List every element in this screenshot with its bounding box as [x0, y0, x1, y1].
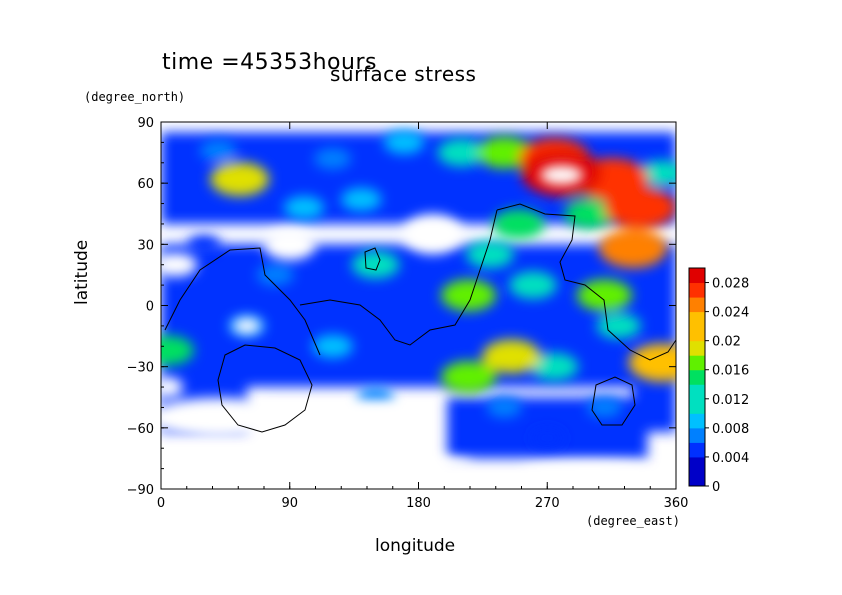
stress-blob-10 — [383, 130, 425, 155]
stress-blob-0 — [530, 428, 564, 448]
x-axis-unit-label: (degree_east) — [586, 514, 680, 528]
colorbar-tick-label: 0.012 — [712, 393, 749, 408]
coastline-layer — [164, 203, 676, 433]
colorbar-swatch — [689, 471, 705, 487]
field-band-1 — [161, 244, 676, 388]
y-tick-label: −90 — [127, 483, 154, 498]
colorbar-tick-label: 0.024 — [712, 306, 749, 321]
colorbar-swatch — [689, 369, 705, 385]
time-label: time =45353hours — [162, 50, 377, 75]
x-tick-label: 270 — [535, 496, 560, 511]
chart-title: surface stress — [330, 62, 477, 86]
stress-blob-12 — [283, 195, 325, 220]
calm-region-1 — [263, 228, 316, 261]
stress-blob-29 — [482, 339, 541, 374]
colorbar-swatch — [689, 384, 705, 400]
stress-blob-22 — [492, 209, 545, 239]
colorbar-tick-label: 0 — [712, 480, 720, 495]
y-tick-label: 60 — [137, 177, 154, 192]
calm-region-2 — [402, 214, 463, 255]
coastline-africa — [164, 247, 321, 356]
stress-blob-17 — [509, 271, 557, 299]
stress-blob-4 — [486, 397, 522, 418]
x-axis-ticks: 0 90 180 270 360 — [157, 122, 689, 511]
y-tick-label: −60 — [127, 422, 154, 437]
stress-blob-18 — [466, 240, 514, 269]
stress-blob-16 — [437, 138, 486, 167]
stress-blob-13 — [312, 334, 353, 358]
colorbar-tick-label: 0.028 — [712, 277, 749, 292]
colorbar-swatch — [689, 413, 705, 429]
stress-blob-19 — [530, 352, 579, 381]
colorbar-swatch — [689, 326, 705, 342]
stress-blob-31 — [599, 228, 668, 268]
colorbar-tick-label: 0.004 — [712, 451, 749, 466]
colorbar-swatch — [689, 340, 705, 356]
coastline-south-america — [299, 209, 498, 346]
coastline-small-island — [364, 247, 381, 271]
y-tick-label: −30 — [127, 361, 154, 376]
x-axis-label: longitude — [375, 536, 456, 556]
colorbar-tick-label: 0.016 — [712, 364, 749, 379]
stress-blob-30 — [628, 343, 676, 382]
stress-blob-11 — [340, 187, 382, 212]
calm-region-6 — [520, 462, 661, 483]
calm-region-9 — [232, 317, 261, 334]
colorbar-frame — [688, 267, 706, 487]
coastline-antarctic-loop — [217, 344, 313, 433]
y-tick-label: 30 — [137, 238, 154, 253]
x-tick-label: 180 — [406, 496, 431, 511]
stress-blob-14 — [639, 160, 676, 186]
stress-blob-27 — [441, 360, 497, 393]
coastline-americas — [496, 203, 676, 361]
stress-blob-26 — [441, 279, 497, 312]
colorbar: 0 0.004 0.008 0.012 0.016 0.02 0.024 0.028 — [688, 267, 749, 495]
y-axis-ticks: −90 −60 −30 0 30 60 90 — [127, 116, 676, 498]
colorbar-swatch — [689, 355, 705, 371]
stress-blob-8 — [256, 264, 294, 286]
y-tick-label: 90 — [137, 116, 154, 131]
calm-region-3 — [161, 397, 289, 438]
calm-region-0 — [539, 165, 584, 186]
stress-blob-7 — [199, 139, 237, 162]
coastline-island-loop — [591, 376, 636, 426]
calm-region-5 — [192, 452, 473, 477]
calm-region-7 — [161, 252, 198, 277]
stress-blob-21 — [564, 198, 616, 229]
stress-blob-5 — [586, 397, 623, 418]
calm-region-8 — [161, 377, 184, 398]
stress-blob-1 — [187, 234, 221, 254]
colorbar-swatch — [689, 297, 705, 313]
colorbar-swatch — [689, 427, 705, 443]
colorbar-swatch — [689, 311, 705, 327]
colorbar-tick-label: 0.02 — [712, 335, 741, 350]
colorbar-swatch — [689, 398, 705, 414]
x-tick-label: 90 — [281, 496, 298, 511]
x-tick-label: 360 — [664, 496, 689, 511]
colorbar-swatch — [689, 268, 705, 284]
colorbar-swatch — [689, 442, 705, 458]
y-tick-label: 0 — [146, 300, 154, 315]
stress-blob-24 — [576, 279, 633, 312]
stress-blob-23 — [161, 335, 194, 366]
colorbar-tick-label: 0.008 — [712, 422, 749, 437]
stress-blob-25 — [476, 136, 532, 169]
colorbar-swatch — [689, 282, 705, 298]
stress-blob-15 — [596, 313, 641, 339]
colorbar-swatch — [689, 456, 705, 472]
calm-region-4 — [325, 399, 426, 456]
x-tick-label: 0 — [157, 496, 165, 511]
stress-blob-28 — [210, 162, 270, 197]
contour-field — [161, 130, 676, 483]
stress-blob-20 — [351, 250, 400, 279]
stress-blob-6 — [314, 148, 352, 170]
y-axis-unit-label: (degree_north) — [84, 90, 186, 104]
